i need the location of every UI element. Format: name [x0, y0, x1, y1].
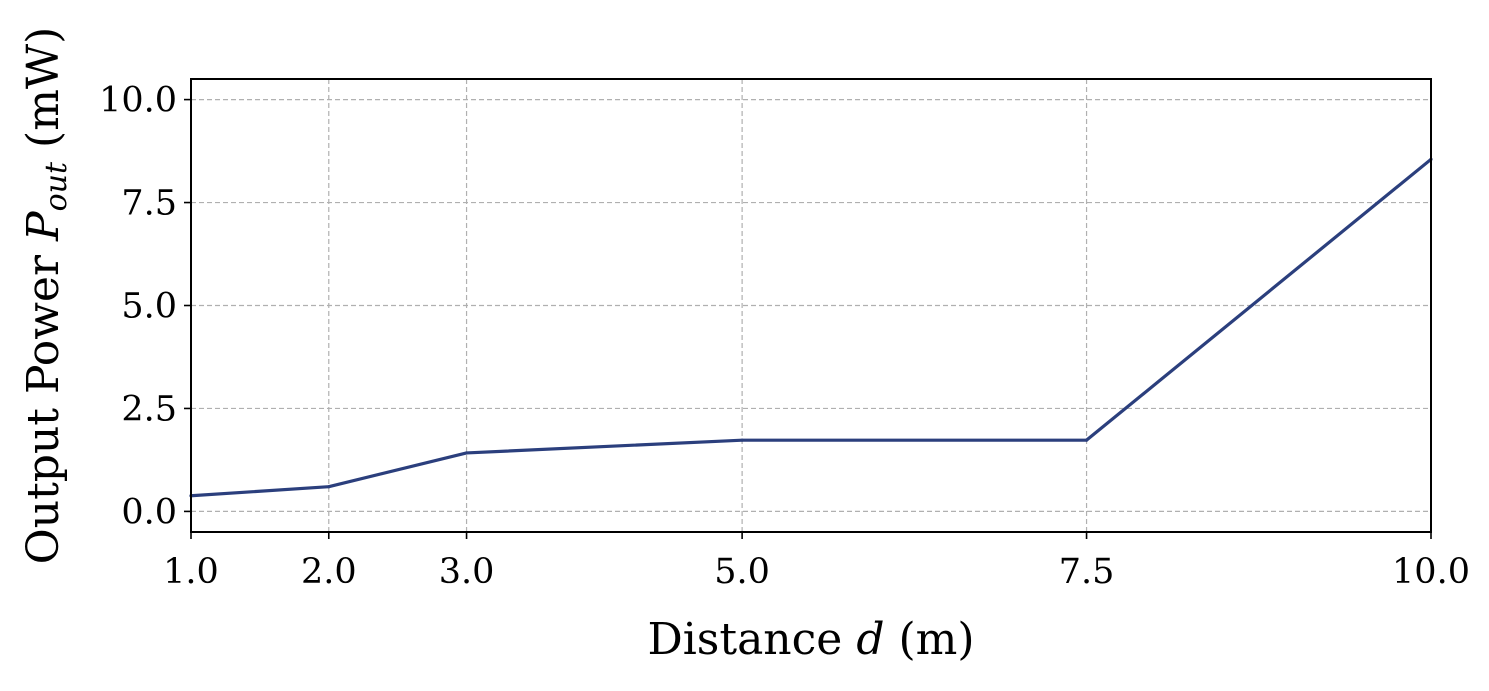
y-tick-label: 0.0 — [121, 492, 177, 532]
data-point — [464, 451, 469, 455]
y-tick-label: 7.5 — [121, 184, 177, 224]
y-tick-label: 2.5 — [121, 389, 177, 429]
x-tick-label: 7.5 — [1059, 552, 1115, 592]
data-point — [740, 438, 744, 442]
x-axis-label: Distance d (m) — [647, 614, 974, 665]
grid — [190, 79, 1432, 532]
data-point — [1084, 438, 1089, 442]
y-axis-label: Output Power Pout (mW) — [18, 27, 74, 565]
data-point — [327, 485, 331, 489]
y-tick-label: 5.0 — [121, 287, 177, 327]
y-tick-label: 10.0 — [99, 81, 177, 121]
series-layer — [189, 157, 1433, 498]
ticks: 1.0 2.0 3.0 5.0 7.5 10.0 0.0 2.5 5.0 7.5 10.0 — [99, 81, 1470, 592]
axis-labels: Distance d (m) Output Power Pout (mW) — [18, 27, 975, 665]
series-line — [190, 158, 1433, 498]
x-tick-label: 5.0 — [714, 552, 770, 592]
x-tick-label: 2.0 — [301, 552, 357, 592]
x-tick-label: 3.0 — [439, 552, 495, 592]
x-tick-label: 1.0 — [163, 552, 219, 592]
x-tick-label: 10.0 — [1392, 552, 1470, 592]
